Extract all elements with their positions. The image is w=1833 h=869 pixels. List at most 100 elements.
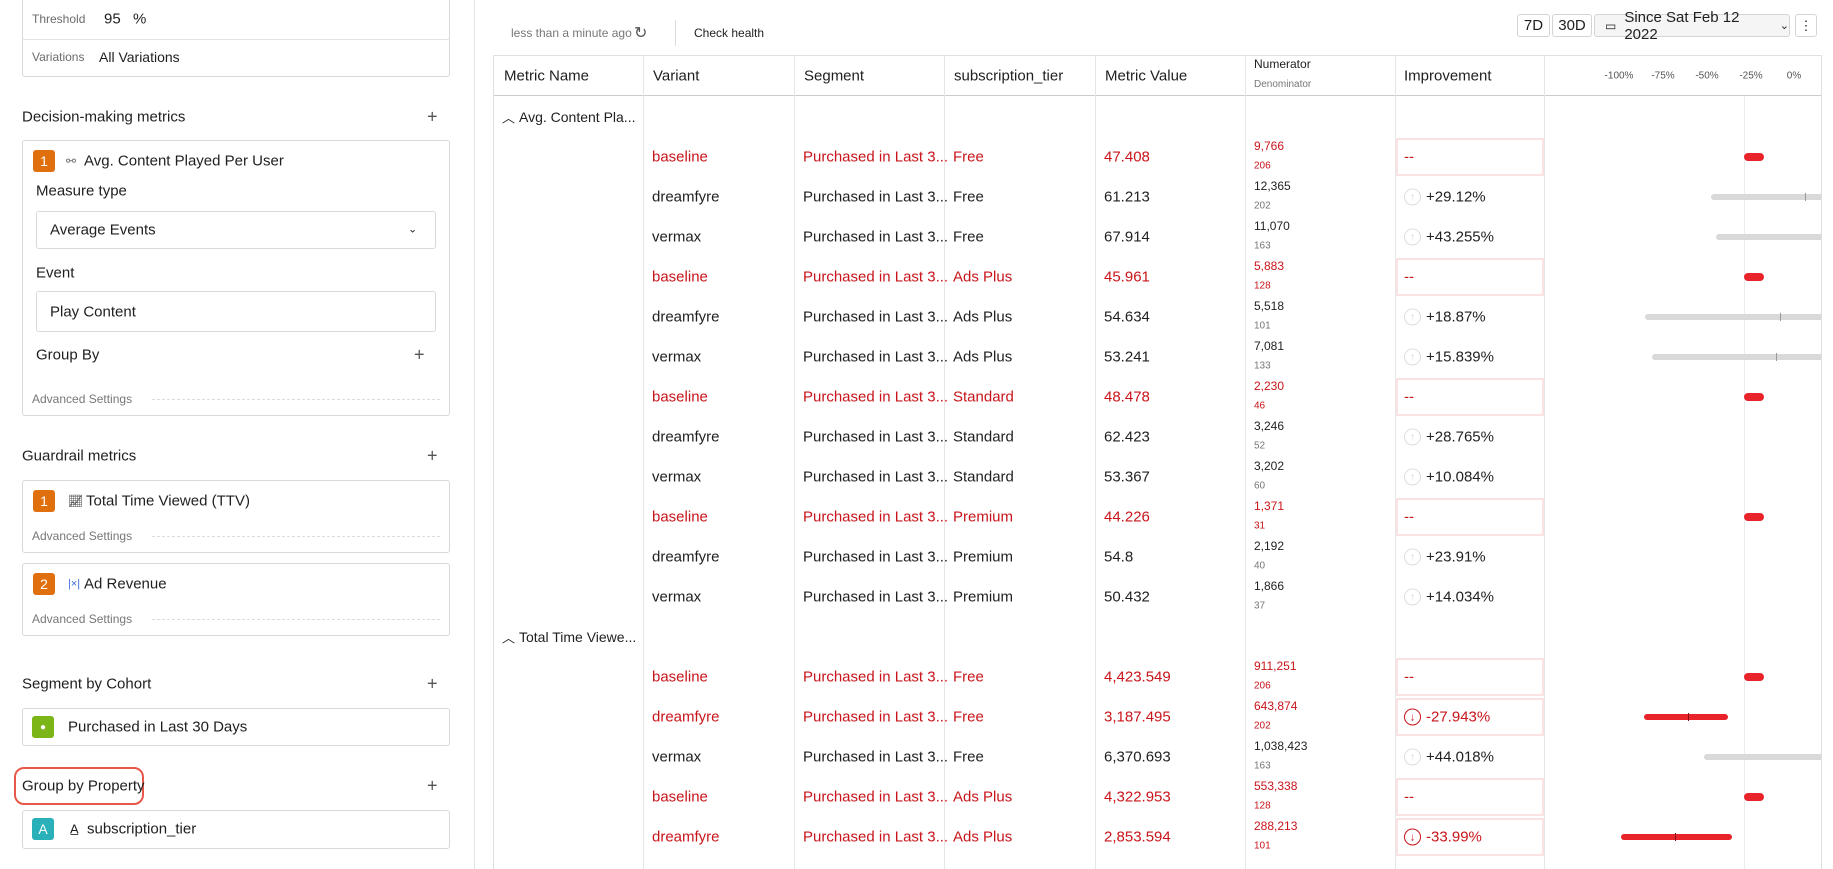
- zero-line: [1744, 96, 1745, 869]
- cell: Ads Plus: [953, 348, 1013, 366]
- highlight: [1396, 138, 1544, 176]
- interval-bar: [1744, 153, 1764, 161]
- cell: dreamfyre: [652, 308, 720, 326]
- interval-bar: [1716, 234, 1821, 240]
- cell: dreamfyre: [652, 428, 720, 446]
- collapse-icon: ︿: [502, 630, 516, 646]
- cell: Purchased in Last 3...: [803, 388, 949, 406]
- add-button[interactable]: +: [414, 344, 425, 365]
- interval-mark: [1688, 713, 1689, 721]
- column-divider: [1245, 56, 1246, 869]
- advanced-settings[interactable]: Advanced Settings: [32, 529, 133, 543]
- cell: Free: [953, 668, 984, 686]
- improvement: +44.018%: [1426, 748, 1494, 766]
- improvement: --: [1404, 788, 1414, 806]
- cell: dreamfyre: [652, 548, 720, 566]
- group-name[interactable]: Total Time Viewe...: [519, 629, 637, 645]
- cell: 62.423: [1104, 428, 1150, 446]
- column-header: Metric Name: [504, 67, 590, 85]
- trend-icon: ↑: [1404, 548, 1421, 566]
- interval-bar: [1744, 793, 1764, 801]
- cell: 46: [1254, 400, 1266, 412]
- cell: Free: [953, 748, 984, 766]
- improvement: --: [1404, 508, 1414, 526]
- improvement: +14.034%: [1426, 588, 1494, 606]
- select[interactable]: [36, 211, 436, 249]
- section-title: Group by Property: [22, 777, 145, 795]
- cell: Purchased in Last 3...: [803, 588, 949, 606]
- interval-bar: [1644, 714, 1728, 720]
- cohort-icon: ●: [32, 716, 54, 738]
- cell: baseline: [652, 788, 708, 806]
- cell: Free: [953, 228, 984, 246]
- improvement: --: [1404, 268, 1414, 286]
- highlight: [1396, 698, 1544, 736]
- cell: Premium: [953, 588, 1014, 606]
- cell: 50.432: [1104, 588, 1150, 606]
- add-button[interactable]: +: [427, 106, 438, 127]
- property[interactable]: subscription_tier: [87, 820, 197, 838]
- cell: Ads Plus: [953, 308, 1013, 326]
- column-header: Improvement: [1404, 67, 1492, 85]
- divider: [152, 536, 440, 537]
- advanced-settings[interactable]: Advanced Settings: [32, 392, 133, 406]
- cell: 202: [1254, 200, 1271, 212]
- cell: 206: [1254, 680, 1271, 692]
- add-button[interactable]: +: [427, 673, 438, 694]
- cell: 60: [1254, 480, 1266, 492]
- cell: 101: [1254, 320, 1271, 332]
- threshold[interactable]: 95: [104, 10, 121, 28]
- improvement: +18.87%: [1426, 308, 1486, 326]
- input[interactable]: [36, 291, 436, 332]
- refresh-icon[interactable]: ↻: [634, 25, 648, 42]
- cohort[interactable]: Purchased in Last 30 Days: [68, 718, 248, 736]
- add-button[interactable]: +: [427, 445, 438, 466]
- calendar-icon: ▭: [1605, 18, 1617, 33]
- interval-bar: [1704, 754, 1821, 760]
- cell: 3,246: [1254, 419, 1285, 433]
- cell: Premium: [953, 548, 1014, 566]
- group-name[interactable]: Avg. Content Pla...: [519, 109, 636, 125]
- cell: 44.226: [1104, 508, 1150, 526]
- column-divider: [1544, 56, 1545, 869]
- cell: vermax: [652, 748, 702, 766]
- add-button[interactable]: +: [427, 775, 438, 796]
- metric-name[interactable]: Total Time Viewed (TTV): [86, 492, 250, 510]
- trend-icon: ↓: [1404, 828, 1421, 846]
- interval-mark: [1776, 353, 1777, 361]
- icon: |×|: [68, 578, 81, 590]
- cell: Purchased in Last 3...: [803, 708, 949, 726]
- variations[interactable]: All Variations: [99, 49, 180, 65]
- advanced-settings[interactable]: Advanced Settings: [32, 612, 133, 626]
- cell: 9,766: [1254, 139, 1285, 153]
- interval-mark: [1780, 313, 1781, 321]
- highlight: [1396, 818, 1544, 856]
- date: Since Sat Feb 12 2022: [1624, 8, 1740, 43]
- improvement: -27.943%: [1426, 708, 1491, 726]
- metric-name[interactable]: Ad Revenue: [84, 575, 167, 593]
- cell: 47.408: [1104, 148, 1150, 166]
- improvement: --: [1404, 388, 1414, 406]
- select-value: Average Events: [50, 221, 156, 239]
- cell: Purchased in Last 3...: [803, 508, 949, 526]
- cell: 52: [1254, 440, 1266, 452]
- improvement: +29.12%: [1426, 188, 1486, 206]
- icon: A̲: [70, 821, 79, 837]
- section-title: Segment by Cohort: [22, 675, 152, 693]
- date-picker[interactable]: ▭ Since Sat Feb 12 2022 ⌄: [1594, 9, 1790, 43]
- column-header: Numerator: [1254, 57, 1311, 71]
- metric-name[interactable]: Avg. Content Played Per User: [84, 152, 284, 170]
- range-button[interactable]: 7D: [1517, 14, 1550, 37]
- chevron: ⌄: [408, 223, 418, 236]
- divider: [675, 20, 676, 46]
- menu[interactable]: ⋮: [1795, 14, 1817, 37]
- improvement: -33.99%: [1426, 828, 1482, 846]
- section-title: Decision-making metrics: [22, 108, 186, 126]
- interval-bar: [1744, 393, 1764, 401]
- cell: Purchased in Last 3...: [803, 308, 949, 326]
- cell: 3,202: [1254, 459, 1285, 473]
- check-health[interactable]: Check health: [694, 26, 765, 40]
- axis-tick: -75%: [1651, 70, 1675, 82]
- cell: Standard: [953, 388, 1014, 406]
- range-button[interactable]: 30D: [1552, 14, 1592, 37]
